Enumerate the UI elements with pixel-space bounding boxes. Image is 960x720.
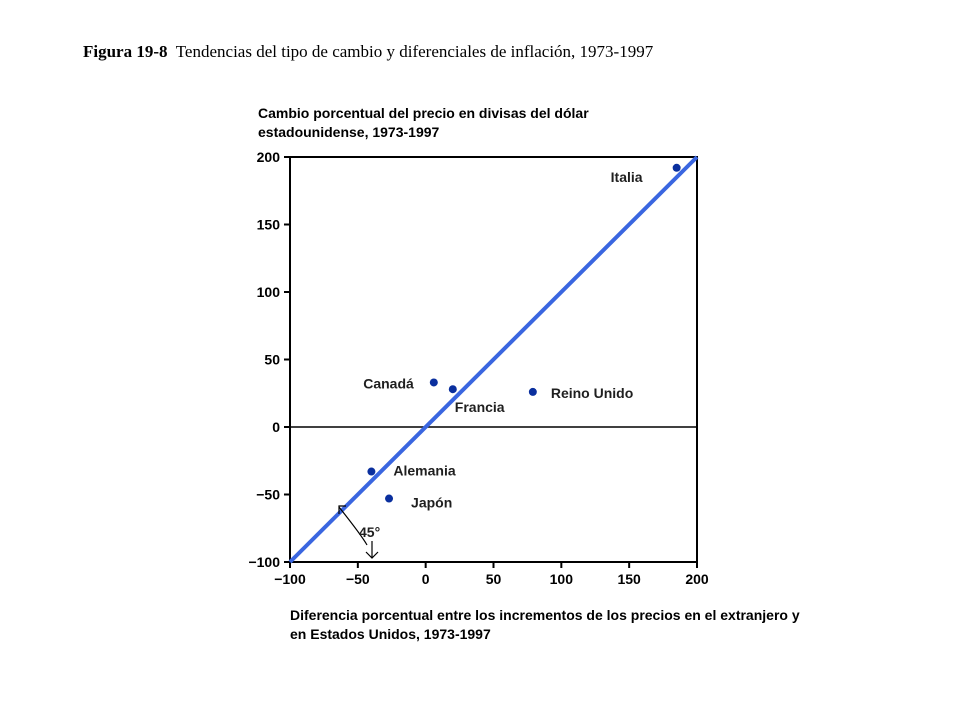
data-point-label: Alemania: [393, 463, 455, 479]
y-tick-label: 150: [257, 217, 281, 233]
figure-number: Figura 19-8: [83, 42, 168, 61]
angle-label: 45°: [359, 524, 380, 540]
data-point-label: Reino Unido: [551, 385, 633, 401]
data-point: [528, 387, 537, 396]
angle-arc: [338, 506, 368, 546]
data-point-label: Italia: [611, 169, 643, 185]
data-points: Italia Canadá Francia Reino Unido Alemania Ja…: [363, 163, 681, 511]
y-tick-label: −50: [256, 487, 280, 503]
data-point: [672, 163, 681, 172]
y-tick-label: 100: [257, 284, 281, 300]
x-tick-label: 50: [486, 571, 502, 587]
x-tick-label: 100: [550, 571, 574, 587]
reference-line-layer: [288, 155, 699, 564]
x-tick-label: 0: [422, 571, 430, 587]
y-tick-label: 200: [257, 149, 281, 165]
figure-title: Tendencias del tipo de cambio y diferenc…: [175, 42, 654, 61]
x-tick-label: −100: [274, 571, 306, 587]
x-tick-label: 150: [617, 571, 641, 587]
y-tick-label: −100: [248, 554, 280, 570]
data-point: [385, 494, 394, 503]
data-point-label: Canadá: [363, 375, 414, 391]
x-axis-label: Diferencia porcentual entre los incremen…: [290, 607, 800, 642]
y-axis-label: Cambio porcentual del precio en divisas …: [258, 105, 589, 140]
data-point: [367, 467, 376, 476]
y-tick-label: 0: [272, 419, 280, 435]
angle-arrowhead-upper: [338, 505, 346, 514]
x-tick-label: 200: [685, 571, 709, 587]
data-point: [448, 385, 457, 394]
axes: −100 −50 0 50 100 150 200 −100 −50 0 50 100 150 200: [248, 149, 708, 587]
reference-line-45: [288, 155, 699, 564]
x-tick-label: −50: [346, 571, 370, 587]
data-point-label: Japón: [411, 495, 452, 511]
y-tick-label: 50: [264, 352, 280, 368]
angle-arrowhead-lower: [365, 551, 379, 559]
data-point-label: Francia: [455, 399, 505, 415]
data-point: [429, 378, 438, 387]
figure-caption: Figura 19-8 Tendencias del tipo de cambi…: [83, 42, 653, 62]
angle-annotation: 45°: [338, 505, 380, 559]
